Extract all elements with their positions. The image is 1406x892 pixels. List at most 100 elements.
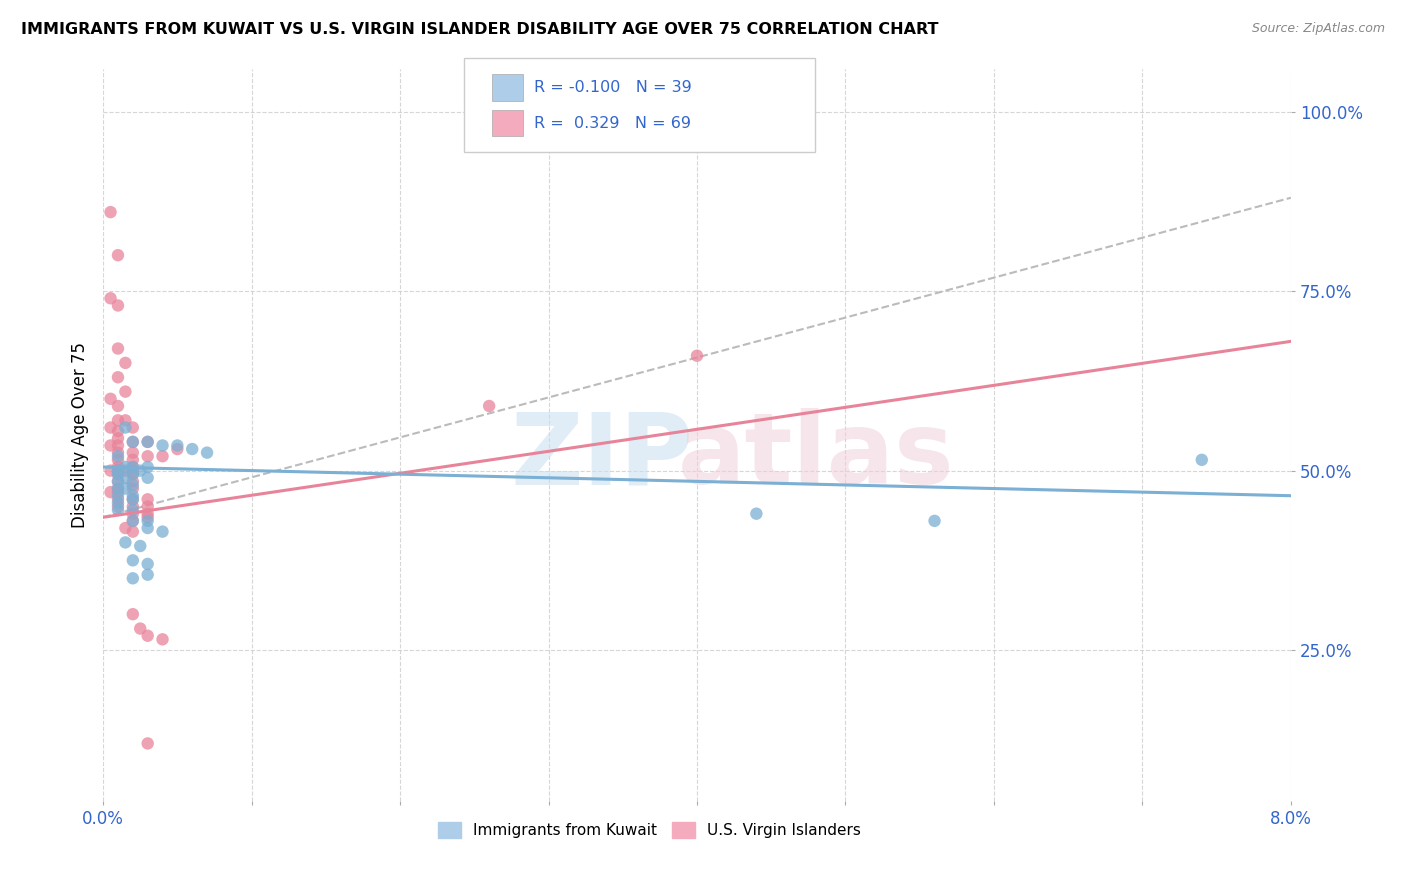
Point — [121, 467, 143, 482]
Point — [121, 500, 143, 514]
Point — [121, 492, 143, 507]
Point — [136, 557, 159, 571]
Point — [136, 521, 159, 535]
Point — [121, 420, 143, 434]
Point — [136, 460, 159, 475]
Point — [136, 629, 159, 643]
Point — [114, 413, 136, 427]
Point — [100, 291, 122, 305]
Point — [107, 492, 129, 507]
Text: ZIP: ZIP — [510, 409, 693, 505]
Point — [121, 475, 143, 489]
Point — [107, 503, 129, 517]
Point — [107, 248, 129, 262]
Point — [121, 434, 143, 449]
Point — [107, 431, 129, 445]
Point — [129, 539, 152, 553]
Text: Source: ZipAtlas.com: Source: ZipAtlas.com — [1251, 22, 1385, 36]
Point — [114, 521, 136, 535]
Point — [121, 607, 143, 622]
Point — [121, 464, 143, 478]
Point — [114, 460, 136, 475]
Point — [114, 482, 136, 496]
Point — [121, 467, 143, 482]
Point — [152, 524, 174, 539]
Point — [136, 507, 159, 521]
Point — [114, 384, 136, 399]
Point — [121, 434, 143, 449]
Point — [107, 460, 129, 475]
Text: IMMIGRANTS FROM KUWAIT VS U.S. VIRGIN ISLANDER DISABILITY AGE OVER 75 CORRELATIO: IMMIGRANTS FROM KUWAIT VS U.S. VIRGIN IS… — [21, 22, 939, 37]
Point — [121, 553, 143, 567]
Point — [121, 489, 143, 503]
Point — [121, 478, 143, 492]
Point — [107, 464, 129, 478]
Text: atlas: atlas — [678, 409, 955, 505]
Point — [100, 485, 122, 500]
Point — [107, 438, 129, 452]
Point — [1191, 453, 1213, 467]
Point — [478, 399, 501, 413]
Y-axis label: Disability Age Over 75: Disability Age Over 75 — [72, 342, 89, 528]
Point — [107, 467, 129, 482]
Point — [195, 445, 218, 459]
Point — [129, 464, 152, 478]
Point — [107, 449, 129, 463]
Point — [100, 392, 122, 406]
Point — [924, 514, 946, 528]
Point — [152, 438, 174, 452]
Point — [100, 438, 122, 452]
Point — [107, 342, 129, 356]
Point — [136, 736, 159, 750]
Point — [114, 356, 136, 370]
Point — [136, 514, 159, 528]
Point — [121, 514, 143, 528]
Point — [114, 471, 136, 485]
Point — [121, 571, 143, 585]
Point — [136, 510, 159, 524]
Point — [107, 467, 129, 482]
Point — [107, 496, 129, 510]
Point — [107, 445, 129, 459]
Point — [107, 475, 129, 489]
Point — [107, 424, 129, 438]
Point — [136, 500, 159, 514]
Point — [745, 507, 768, 521]
Point — [107, 453, 129, 467]
Point — [107, 475, 129, 489]
Point — [136, 492, 159, 507]
Text: R = -0.100   N = 39: R = -0.100 N = 39 — [534, 80, 692, 95]
Point — [107, 370, 129, 384]
Point — [107, 413, 129, 427]
Point — [686, 349, 709, 363]
Point — [121, 460, 143, 475]
Point — [100, 205, 122, 219]
Point — [152, 632, 174, 647]
Point — [181, 442, 204, 456]
Point — [100, 464, 122, 478]
Point — [136, 471, 159, 485]
Point — [100, 420, 122, 434]
Point — [166, 442, 188, 456]
Point — [114, 535, 136, 549]
Point — [152, 449, 174, 463]
Point — [136, 449, 159, 463]
Point — [121, 503, 143, 517]
Point — [136, 567, 159, 582]
Point — [121, 514, 143, 528]
Point — [166, 438, 188, 452]
Point — [121, 445, 143, 459]
Point — [121, 524, 143, 539]
Point — [107, 298, 129, 312]
Point — [121, 507, 143, 521]
Point — [136, 434, 159, 449]
Point — [107, 482, 129, 496]
Point — [107, 399, 129, 413]
Point — [107, 500, 129, 514]
Point — [121, 482, 143, 496]
Point — [107, 485, 129, 500]
Text: R =  0.329   N = 69: R = 0.329 N = 69 — [534, 116, 692, 130]
Point — [107, 464, 129, 478]
Point — [121, 453, 143, 467]
Point — [136, 434, 159, 449]
